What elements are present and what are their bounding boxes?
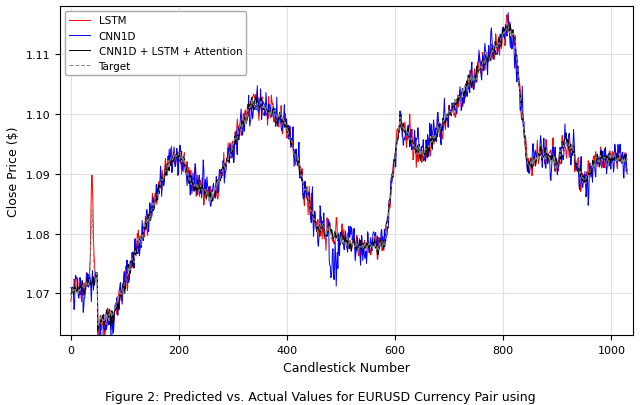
- LSTM: [502, 13, 510, 18]
- Line: LSTM: LSTM: [71, 16, 627, 337]
- CNN1D: [129, 250, 137, 255]
- CNN1D + LSTM + Attention: [540, 155, 547, 160]
- Line: CNN1D + LSTM + Attention: CNN1D + LSTM + Attention: [71, 26, 627, 330]
- LSTM: [623, 167, 631, 172]
- CNN1D: [241, 112, 249, 117]
- Target: [95, 324, 103, 328]
- Target: [569, 147, 577, 152]
- CNN1D: [67, 285, 75, 290]
- Line: CNN1D: CNN1D: [71, 14, 627, 369]
- CNN1D + LSTM + Attention: [505, 24, 513, 29]
- CNN1D + LSTM + Attention: [241, 111, 249, 116]
- LSTM: [540, 154, 547, 159]
- Target: [129, 258, 137, 263]
- Target: [241, 112, 249, 117]
- Target: [67, 291, 75, 296]
- Target: [506, 30, 513, 35]
- Target: [276, 110, 284, 115]
- CNN1D: [569, 141, 577, 145]
- CNN1D + LSTM + Attention: [569, 147, 577, 151]
- LSTM: [569, 151, 577, 156]
- CNN1D + LSTM + Attention: [276, 110, 284, 115]
- CNN1D: [506, 29, 513, 34]
- LSTM: [129, 266, 137, 271]
- LSTM: [241, 108, 249, 113]
- CNN1D + LSTM + Attention: [623, 158, 631, 163]
- Line: Target: Target: [71, 24, 627, 326]
- Target: [623, 160, 631, 164]
- CNN1D + LSTM + Attention: [506, 23, 514, 28]
- X-axis label: Candlestick Number: Candlestick Number: [283, 361, 410, 374]
- CNN1D: [99, 367, 106, 372]
- CNN1D + LSTM + Attention: [67, 292, 75, 297]
- Target: [540, 155, 547, 160]
- CNN1D: [623, 172, 631, 177]
- Target: [504, 21, 511, 26]
- LSTM: [276, 117, 284, 121]
- CNN1D + LSTM + Attention: [129, 264, 137, 269]
- Text: Figure 2: Predicted vs. Actual Values for EURUSD Currency Pair using: Figure 2: Predicted vs. Actual Values fo…: [105, 390, 535, 403]
- CNN1D: [276, 119, 284, 124]
- CNN1D: [504, 11, 512, 16]
- LSTM: [101, 335, 109, 340]
- LSTM: [506, 31, 513, 36]
- Legend: LSTM, CNN1D, CNN1D + LSTM + Attention, Target: LSTM, CNN1D, CNN1D + LSTM + Attention, T…: [65, 12, 246, 76]
- CNN1D: [540, 143, 547, 148]
- LSTM: [67, 299, 75, 304]
- Y-axis label: Close Price ($): Close Price ($): [7, 126, 20, 216]
- CNN1D + LSTM + Attention: [94, 328, 102, 333]
